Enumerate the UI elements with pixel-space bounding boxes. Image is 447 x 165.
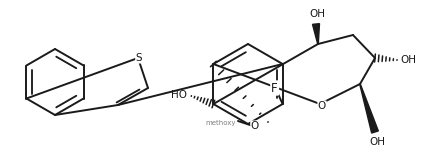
Text: S: S — [136, 53, 142, 63]
Text: F: F — [271, 82, 278, 95]
Text: OH: OH — [309, 9, 325, 19]
Text: HO: HO — [171, 90, 187, 100]
Text: OH: OH — [369, 137, 385, 147]
Text: methoxy: methoxy — [206, 120, 236, 126]
Text: O: O — [318, 101, 326, 111]
Polygon shape — [312, 24, 320, 44]
Text: O: O — [251, 121, 259, 131]
Polygon shape — [360, 84, 378, 133]
Text: OH: OH — [400, 55, 416, 65]
